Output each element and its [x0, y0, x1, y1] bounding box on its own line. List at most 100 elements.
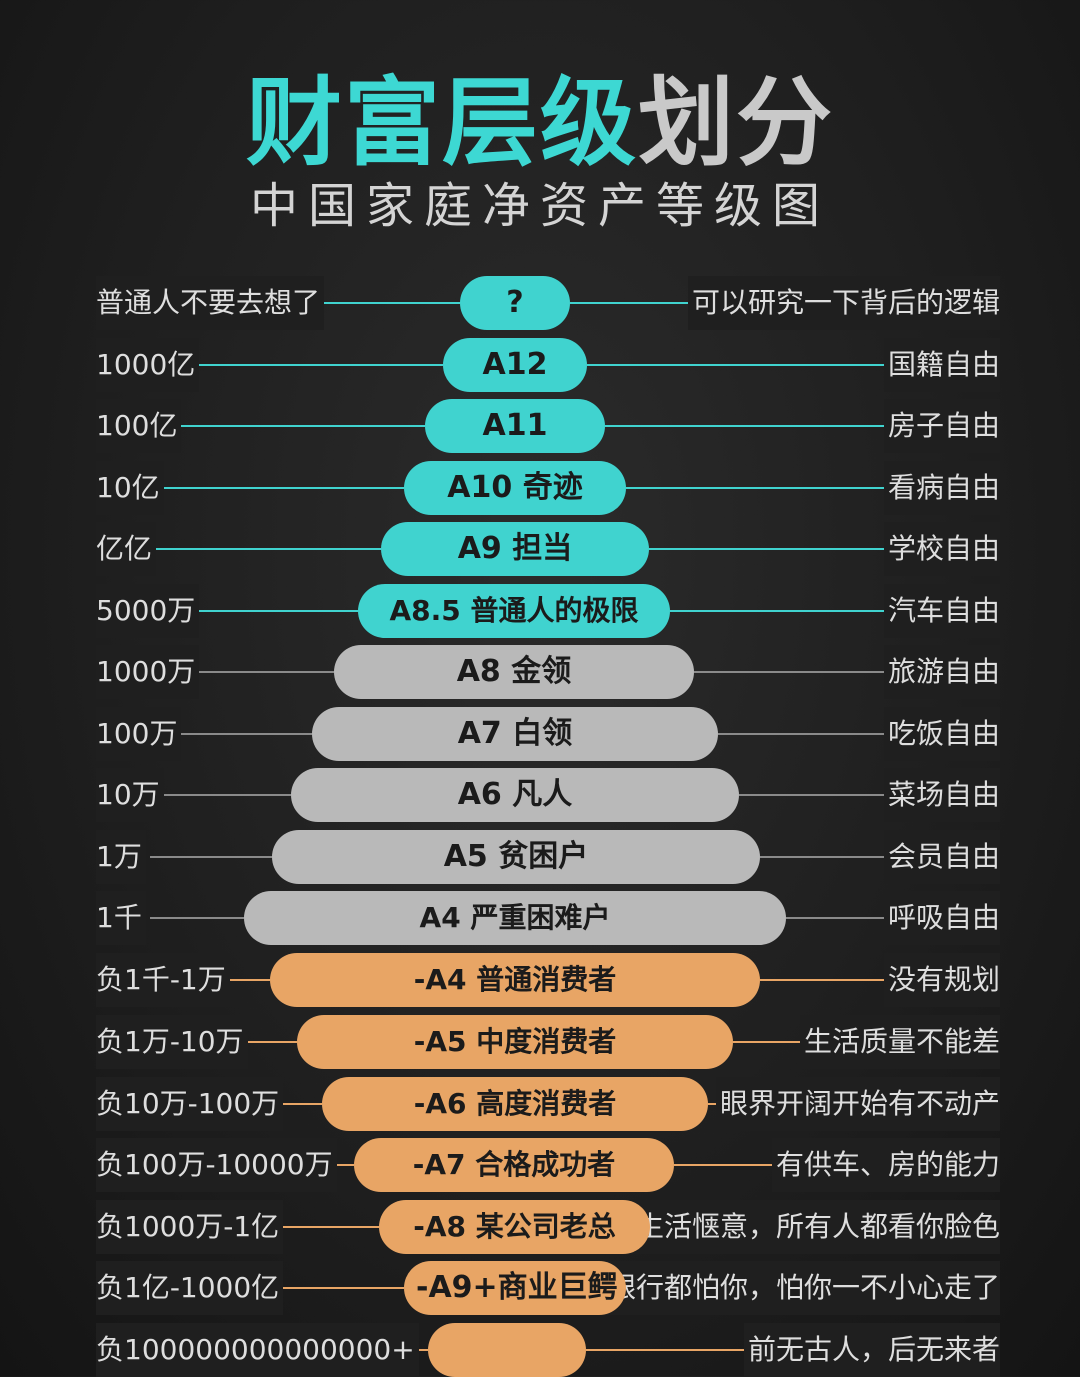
- tier-level-pill: -A8 某公司老总: [379, 1200, 650, 1254]
- tier-row: 10亿 看病自由 A10 奇迹: [0, 461, 1080, 515]
- tier-row: 10万 菜场自由 A6 凡人: [0, 768, 1080, 822]
- tier-net-worth-label: 亿亿: [96, 522, 157, 576]
- tier-net-worth-label: 普通人不要去想了: [96, 276, 325, 330]
- right-connector-line: [670, 610, 898, 612]
- tier-level-pill: A5 贫困户: [272, 830, 760, 884]
- tier-net-worth-label: 100万: [96, 707, 182, 761]
- tier-net-worth-label: 1000万: [96, 645, 200, 699]
- left-connector-line: [150, 794, 291, 796]
- left-connector-line: [150, 364, 443, 366]
- left-connector-line: [150, 610, 358, 612]
- tier-row: 负10万-100万 眼界开阔开始有不动产 -A6 高度消费者: [0, 1077, 1080, 1131]
- tier-level-pill: ?: [460, 276, 570, 330]
- tier-description-label: 吃饭自由: [883, 707, 1000, 761]
- tier-row: 5000万 汽车自由 A8.5 普通人的极限: [0, 584, 1080, 638]
- tier-row: 负100万-10000万 有供车、房的能力 -A7 合格成功者: [0, 1138, 1080, 1192]
- tier-row: 100亿 房子自由 A11: [0, 399, 1080, 453]
- right-connector-line: [586, 1349, 756, 1351]
- right-connector-line: [626, 487, 898, 489]
- tier-row: 1000万 旅游自由 A8 金领: [0, 645, 1080, 699]
- tier-level-pill: A4 严重困难户: [244, 891, 786, 945]
- tier-description-label: 国籍自由: [883, 338, 1000, 392]
- tier-net-worth-label: 负1000万-1亿: [96, 1200, 284, 1254]
- tier-row: 1千 呼吸自由 A4 严重困难户: [0, 891, 1080, 945]
- title-highlight: 财富层级: [246, 67, 638, 179]
- right-connector-line: [760, 979, 898, 981]
- tier-level-pill: -A5 中度消费者: [297, 1015, 733, 1069]
- tier-level-pill: [428, 1323, 586, 1377]
- tier-row: 亿亿 学校自由 A9 担当: [0, 522, 1080, 576]
- tier-row: 100万 吃饭自由 A7 白领: [0, 707, 1080, 761]
- right-connector-line: [760, 856, 898, 858]
- main-title: 财富层级划分: [0, 68, 1080, 178]
- tier-level-pill: A12: [443, 338, 587, 392]
- tier-net-worth-label: 10亿: [96, 461, 164, 515]
- left-connector-line: [150, 425, 425, 427]
- right-connector-line: [786, 917, 898, 919]
- tier-level-pill: A8.5 普通人的极限: [358, 584, 670, 638]
- left-connector-line: [150, 733, 312, 735]
- right-connector-line: [694, 671, 898, 673]
- tier-description-label: 呼吸自由: [883, 891, 1000, 945]
- right-connector-line: [605, 425, 898, 427]
- left-connector-line: [150, 856, 272, 858]
- right-connector-line: [674, 1164, 784, 1166]
- tier-level-pill: -A9+商业巨鳄: [404, 1261, 626, 1315]
- tier-description-label: 生活惬意，所有人都看你脸色: [631, 1200, 1000, 1254]
- right-connector-line: [718, 733, 898, 735]
- tier-description-label: 看病自由: [883, 461, 1000, 515]
- tier-net-worth-label: 负1万-10万: [96, 1015, 248, 1069]
- right-connector-line: [649, 548, 898, 550]
- tier-net-worth-label: 负100000000000000+: [96, 1323, 419, 1377]
- tier-description-label: 学校自由: [883, 522, 1000, 576]
- tier-level-pill: -A4 普通消费者: [270, 953, 760, 1007]
- tier-level-pill: A9 担当: [381, 522, 649, 576]
- left-connector-line: [150, 487, 404, 489]
- tier-level-pill: -A7 合格成功者: [354, 1138, 674, 1192]
- tier-row: 负1千-1万 没有规划 -A4 普通消费者: [0, 953, 1080, 1007]
- tier-row: 1万 会员自由 A5 贫困户: [0, 830, 1080, 884]
- tier-description-label: 菜场自由: [883, 768, 1000, 822]
- tier-level-pill: -A6 高度消费者: [322, 1077, 708, 1131]
- tier-description-label: 汽车自由: [883, 584, 1000, 638]
- tier-description-label: 前无古人，后无来者: [743, 1323, 1000, 1377]
- subtitle: 中国家庭净资产等级图: [249, 178, 830, 234]
- right-connector-line: [739, 794, 898, 796]
- left-connector-line: [150, 548, 381, 550]
- tier-description-label: 没有规划: [883, 953, 1000, 1007]
- tier-net-worth-label: 1千: [96, 891, 146, 945]
- tier-description-label: 房子自由: [883, 399, 1000, 453]
- tier-row: 负1万-10万 生活质量不能差 -A5 中度消费者: [0, 1015, 1080, 1069]
- tier-row: 普通人不要去想了 可以研究一下背后的逻辑?: [0, 276, 1080, 330]
- tier-description-label: 眼界开阔开始有不动产: [715, 1077, 1000, 1131]
- title-rest: 划分: [638, 67, 834, 179]
- tier-row: 1000亿 国籍自由 A12: [0, 338, 1080, 392]
- tier-level-pill: A6 凡人: [291, 768, 739, 822]
- tier-net-worth-label: 1万: [96, 830, 146, 884]
- tier-row: 负100000000000000+ 前无古人，后无来者: [0, 1323, 1080, 1377]
- tier-net-worth-label: 负1千-1万: [96, 953, 230, 1007]
- tier-net-worth-label: 100亿: [96, 399, 182, 453]
- tier-net-worth-label: 负100万-10000万: [96, 1138, 337, 1192]
- tier-description-label: 生活质量不能差: [799, 1015, 1000, 1069]
- left-connector-line: [150, 917, 244, 919]
- tier-description-label: 旅游自由: [883, 645, 1000, 699]
- tier-row: 负1亿-1000亿 银行都怕你，怕你一不小心走了 -A9+商业巨鳄: [0, 1261, 1080, 1315]
- tier-level-pill: A10 奇迹: [404, 461, 626, 515]
- tier-description-label: 银行都怕你，怕你一不小心走了: [603, 1261, 1000, 1315]
- left-connector-line: [150, 671, 334, 673]
- tier-level-pill: A11: [425, 399, 605, 453]
- right-connector-line: [587, 364, 898, 366]
- tier-net-worth-label: 1000亿: [96, 338, 200, 392]
- tier-level-pill: A8 金领: [334, 645, 694, 699]
- right-connector-line: [570, 302, 700, 304]
- tier-row: 负1000万-1亿 生活惬意，所有人都看你脸色 -A8 某公司老总: [0, 1200, 1080, 1254]
- tier-net-worth-label: 负10万-100万: [96, 1077, 284, 1131]
- tier-level-pill: A7 白领: [312, 707, 718, 761]
- tier-net-worth-label: 负1亿-1000亿: [96, 1261, 284, 1315]
- tier-description-label: 会员自由: [883, 830, 1000, 884]
- tier-net-worth-label: 5000万: [96, 584, 200, 638]
- tier-net-worth-label: 10万: [96, 768, 164, 822]
- right-connector-line: [733, 1041, 812, 1043]
- tier-description-label: 可以研究一下背后的逻辑: [687, 276, 1000, 330]
